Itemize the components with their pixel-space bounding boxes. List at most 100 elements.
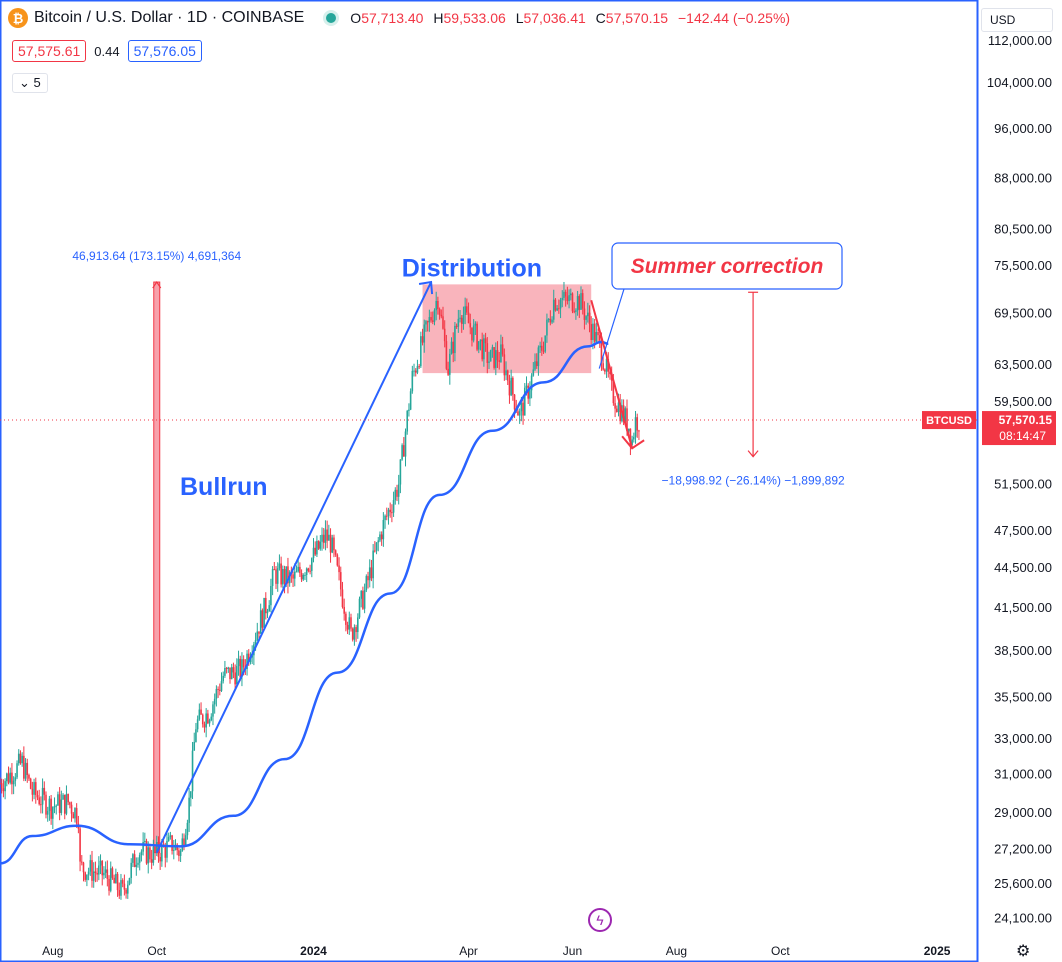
candle-body <box>222 676 224 681</box>
candle-body <box>348 617 350 629</box>
candle-body <box>243 659 245 667</box>
candle-body <box>153 847 155 863</box>
candle-body <box>521 403 523 412</box>
candle-body <box>459 318 461 319</box>
y-tick-label: 33,000.00 <box>994 731 1052 746</box>
candle-body <box>325 530 327 543</box>
y-tick-label: 80,500.00 <box>994 222 1052 237</box>
candle-body <box>136 865 138 867</box>
candle-body <box>401 445 403 459</box>
currency-label: USD <box>990 13 1015 27</box>
candle-body <box>38 797 40 804</box>
candle-body <box>558 308 560 309</box>
candle-body <box>6 773 8 781</box>
measure-up-label: 46,913.64 (173.15%) 4,691,364 <box>72 249 241 263</box>
candle-body <box>337 555 339 566</box>
candle-body <box>323 535 325 543</box>
sell-price-button[interactable]: 57,575.61 <box>12 40 86 62</box>
candle-body <box>43 788 45 795</box>
candle-body <box>149 847 151 859</box>
candle-body <box>178 850 180 856</box>
callout-text: Summer correction <box>631 255 824 278</box>
y-tick-label: 47,500.00 <box>994 523 1052 538</box>
candle-body <box>141 852 143 855</box>
x-tick-label: Aug <box>666 944 687 958</box>
candle-body <box>555 300 557 311</box>
candle-body <box>473 326 475 341</box>
candle-body <box>72 814 74 819</box>
candle-body <box>454 326 456 353</box>
candle-body <box>110 868 112 890</box>
candle-body <box>57 794 59 805</box>
candle-body <box>383 520 385 539</box>
candle-body <box>98 865 100 874</box>
candle-body <box>112 868 114 878</box>
candle-body <box>67 794 69 802</box>
buy-price-button[interactable]: 57,576.05 <box>128 40 202 62</box>
gear-icon[interactable]: ⚙ <box>1016 941 1030 961</box>
candle-body <box>461 318 463 324</box>
candle-body <box>529 390 531 398</box>
candle-body <box>195 729 197 742</box>
candle-body <box>309 571 311 572</box>
ohlc-high-value: 59,533.06 <box>444 10 506 26</box>
candle-body <box>59 794 61 813</box>
candle-body <box>50 799 52 819</box>
currency-select[interactable]: USD <box>981 8 1053 32</box>
candle-body <box>350 617 352 628</box>
candle-body <box>238 659 240 666</box>
candle-body <box>294 572 296 579</box>
candle-body <box>498 360 500 362</box>
candle-body <box>420 336 422 366</box>
candle-body <box>394 490 396 500</box>
measure-down-label: −18,998.92 (−26.14%) −1,899,892 <box>662 474 845 488</box>
candle-body <box>553 300 555 320</box>
candle-body <box>580 293 582 310</box>
candle-body <box>582 293 584 308</box>
candle-body <box>144 841 146 842</box>
candle-body <box>202 715 204 725</box>
candle-body <box>505 370 507 375</box>
candle-body <box>320 542 322 549</box>
candle-body <box>340 572 342 589</box>
candle-body <box>567 296 569 301</box>
candle-body <box>120 880 122 896</box>
ohlc-open-value: 57,713.40 <box>361 10 423 26</box>
candle-body <box>451 342 453 354</box>
x-tick-label: Oct <box>147 944 166 958</box>
price-tag-countdown: 08:14:47 <box>999 429 1046 443</box>
candle-body <box>405 431 407 456</box>
candle-body <box>279 564 281 569</box>
candle-body <box>132 854 134 863</box>
candle-body <box>590 324 592 340</box>
candle-body <box>199 710 201 720</box>
chevron-down-icon: ⌄ <box>19 75 30 90</box>
candle-body <box>151 859 153 862</box>
y-tick-label: 88,000.00 <box>994 171 1052 186</box>
lightning-icon[interactable]: ϟ <box>588 908 612 932</box>
candle-body <box>207 713 209 723</box>
candle-body <box>173 850 175 851</box>
candle-body <box>284 569 286 584</box>
candle-body <box>212 704 214 716</box>
candle-body <box>417 366 419 373</box>
candle-body <box>377 541 379 543</box>
candle-body <box>115 874 117 883</box>
candle-body <box>20 754 22 764</box>
candle-body <box>168 837 170 841</box>
candle-body <box>452 342 454 353</box>
candle-body <box>25 763 27 779</box>
candle-body <box>69 802 71 804</box>
candle-body <box>422 336 424 342</box>
symbol-title[interactable]: Bitcoin / U.S. Dollar · 1D · COINBASE <box>34 9 304 27</box>
indicator-count: 5 <box>34 75 41 90</box>
candle-body <box>502 344 504 354</box>
candle-body <box>270 586 272 605</box>
indicators-toggle-button[interactable]: ⌄ 5 <box>12 73 48 93</box>
candle-body <box>507 370 509 380</box>
candle-body <box>386 516 388 517</box>
candle-body <box>108 879 110 891</box>
candle-body <box>415 371 417 373</box>
